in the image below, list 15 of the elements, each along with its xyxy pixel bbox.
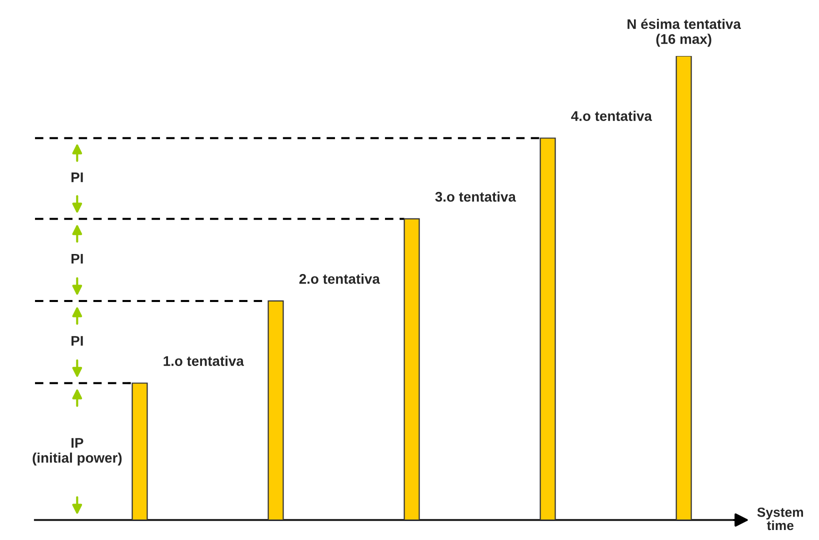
bar <box>404 218 420 520</box>
annotation: PI <box>72 336 83 346</box>
x-axis-title: System time <box>757 508 804 530</box>
annotation: 3.o tentativa <box>435 192 516 202</box>
text: N ésima tentativa (16 max) <box>628 18 742 47</box>
annotation: IP (initial power) <box>32 438 122 466</box>
bar <box>268 300 284 520</box>
bar <box>676 56 692 520</box>
bar <box>540 138 556 520</box>
annotation: 1.o tentativa <box>164 356 244 366</box>
annotation: 4.o tentativa <box>571 110 652 121</box>
bar <box>132 382 148 520</box>
annotation: PI <box>72 172 83 182</box>
annotation: 2.o tentativa <box>299 274 380 284</box>
annotation: PI <box>72 254 83 264</box>
